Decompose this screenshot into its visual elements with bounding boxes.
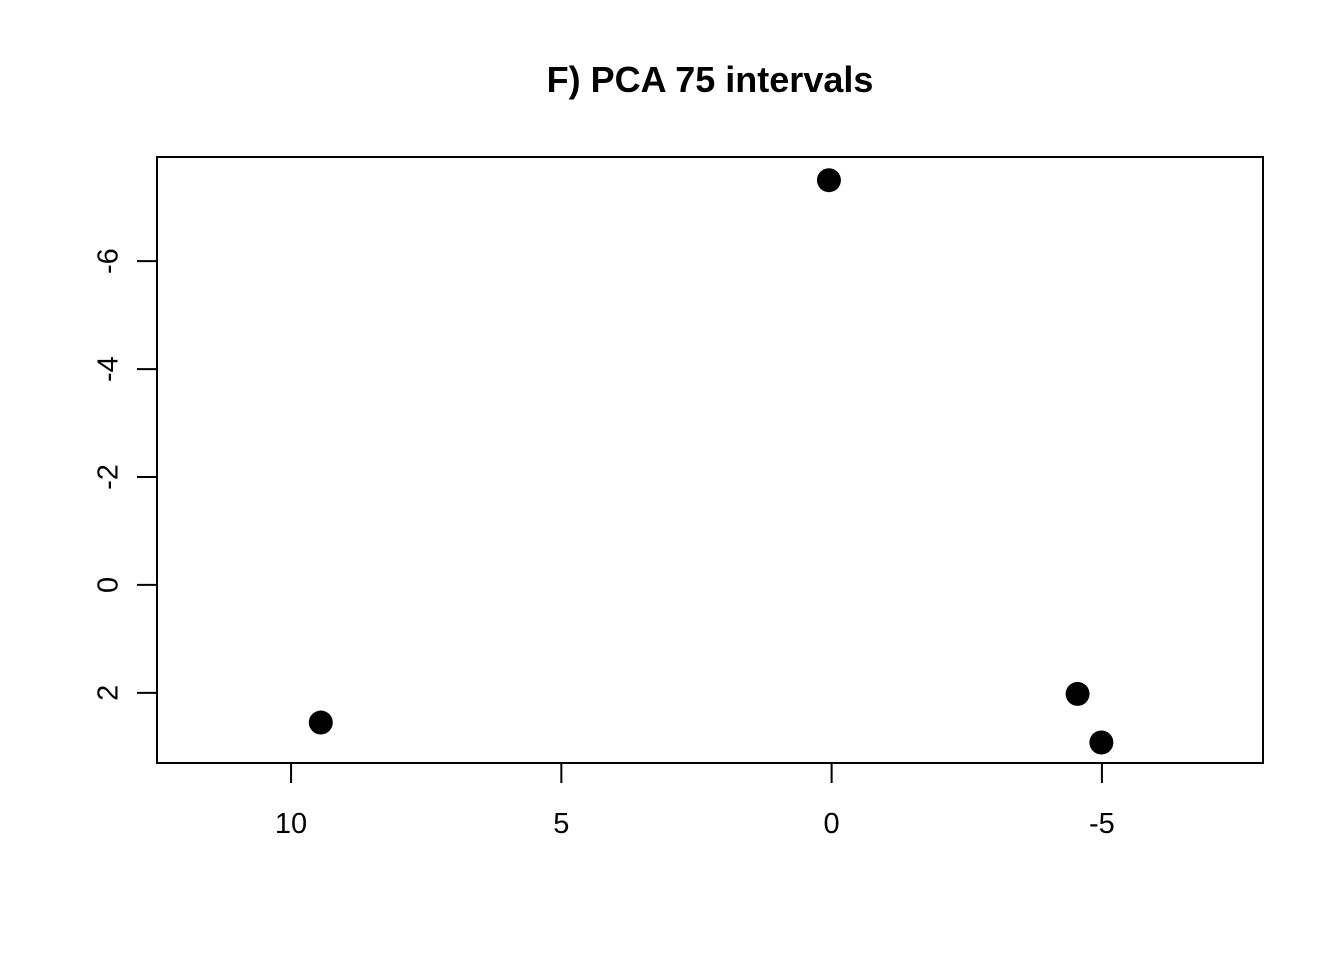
data-point [1065,681,1090,706]
x-tick-label: -5 [1089,808,1115,840]
y-tick-label: -6 [93,248,125,274]
x-tick-label: 10 [275,808,307,840]
y-tick-label: -4 [93,356,125,382]
y-tick-label: 0 [93,577,125,593]
y-tick-label: -2 [93,464,125,490]
x-axis: 10 5 0 -5 [275,762,1115,840]
data-points [308,168,1114,755]
data-point [816,168,841,193]
data-point [308,710,333,735]
x-tick-label: 5 [553,808,569,840]
x-tick-label: 0 [824,808,840,840]
y-axis: 2 0 -2 -4 -6 [93,248,158,701]
data-point [1089,730,1114,755]
y-tick-label: 2 [93,685,125,701]
chart-title: F) PCA 75 intervals [547,59,874,100]
plot-frame [156,156,1264,764]
